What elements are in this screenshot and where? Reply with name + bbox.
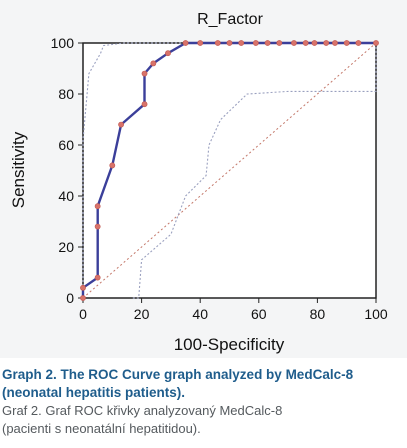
roc-point	[118, 121, 124, 128]
diagonal-reference-line	[82, 42, 377, 299]
axis-ticks: 0 20 40 60 80 100 0 20 40 60 80 100	[51, 35, 388, 322]
roc-point	[264, 40, 271, 46]
caption-czech-line-1: Graf 2. Graf ROC křivky analyzovaný MedC…	[2, 403, 283, 418]
roc-point	[214, 40, 221, 46]
roc-point	[94, 203, 101, 210]
lower-confidence-bound-line	[132, 43, 377, 299]
roc-point	[252, 40, 259, 46]
roc-point	[311, 40, 318, 46]
roc-point	[165, 50, 171, 57]
roc-point	[94, 223, 101, 230]
caption-english-line-1: Graph 2. The ROC Curve graph analyzed by…	[2, 367, 354, 382]
y-axis-title: Sensitivity	[9, 131, 28, 208]
roc-point	[141, 101, 148, 108]
roc-point	[373, 40, 379, 46]
x-tick-label: 20	[134, 306, 150, 322]
y-tick-label: 0	[66, 290, 74, 306]
caption-czech-line-2: (pacienti s neonatální hepatitidou).	[2, 421, 201, 436]
roc-point	[343, 40, 350, 46]
roc-point	[238, 40, 245, 46]
upper-confidence-bound-line	[82, 42, 376, 298]
roc-point	[291, 40, 297, 46]
roc-point	[226, 40, 233, 46]
roc-point	[302, 40, 309, 46]
y-tick-label: 40	[58, 188, 74, 204]
roc-chart-figure: R_Factor 0 20 40 60 80 100 0 20 40 60 80 100 100-Sp…	[0, 0, 407, 358]
roc-point	[150, 60, 157, 67]
x-tick-label: 100	[364, 306, 388, 322]
figure-caption: Graph 2. The ROC Curve graph analyzed by…	[0, 366, 407, 438]
x-tick-label: 60	[251, 306, 267, 322]
x-axis-title: 100-Specificity	[174, 335, 285, 354]
chart-title: R_Factor	[197, 11, 263, 28]
roc-point	[182, 40, 189, 46]
roc-point	[197, 40, 204, 46]
roc-data-points	[80, 40, 379, 301]
roc-point	[332, 40, 338, 46]
caption-english-line-2: (neonatal hepatitis patients).	[2, 385, 186, 400]
y-tick-label: 80	[58, 86, 74, 102]
roc-point	[80, 295, 86, 301]
roc-chart: R_Factor 0 20 40 60 80 100 0 20 40 60 80 100 100-Sp…	[9, 11, 388, 354]
roc-point	[109, 162, 116, 169]
y-tick-label: 100	[51, 35, 75, 51]
roc-point	[355, 40, 362, 46]
roc-point	[141, 70, 148, 77]
roc-point	[80, 284, 86, 291]
y-tick-label: 60	[58, 137, 74, 153]
x-tick-label: 80	[310, 306, 326, 322]
roc-point	[323, 40, 330, 46]
roc-point	[94, 274, 101, 281]
y-tick-label: 20	[58, 239, 74, 255]
roc-point	[276, 40, 283, 46]
x-tick-label: 0	[79, 306, 87, 322]
x-tick-label: 40	[192, 306, 208, 322]
